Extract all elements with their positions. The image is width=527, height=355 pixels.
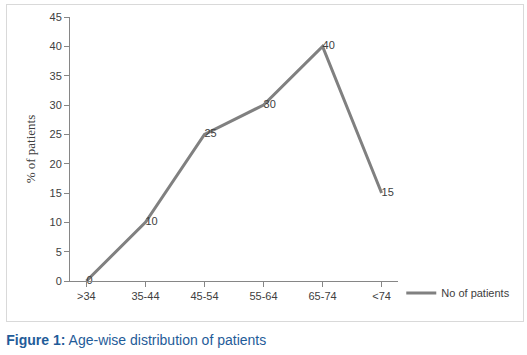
svg-text:15: 15 [382,186,394,198]
svg-text:20: 20 [50,158,62,170]
svg-text:>34: >34 [77,290,96,302]
svg-text:30: 30 [50,99,62,111]
svg-text:30: 30 [264,98,276,110]
svg-text:40: 40 [323,39,335,51]
svg-text:5: 5 [56,246,62,258]
svg-text:% of patients: % of patients [23,115,38,184]
svg-text:35-44: 35-44 [131,290,159,302]
svg-text:25: 25 [50,128,62,140]
svg-text:15: 15 [50,187,62,199]
svg-text:65-74: 65-74 [308,290,336,302]
svg-text:<74: <74 [372,290,391,302]
svg-text:10: 10 [145,215,157,227]
svg-text:0: 0 [86,274,92,286]
svg-text:No of patients: No of patients [441,287,509,299]
svg-text:35: 35 [50,70,62,82]
svg-text:45-54: 45-54 [190,290,218,302]
svg-text:45: 45 [50,11,62,23]
svg-text:10: 10 [50,216,62,228]
svg-text:Figure 1: Age-wise distributio: Figure 1: Age-wise distribution of patie… [6,332,266,348]
svg-text:55-64: 55-64 [249,290,277,302]
svg-text:25: 25 [204,127,216,139]
svg-text:0: 0 [56,275,62,287]
svg-text:40: 40 [50,40,62,52]
